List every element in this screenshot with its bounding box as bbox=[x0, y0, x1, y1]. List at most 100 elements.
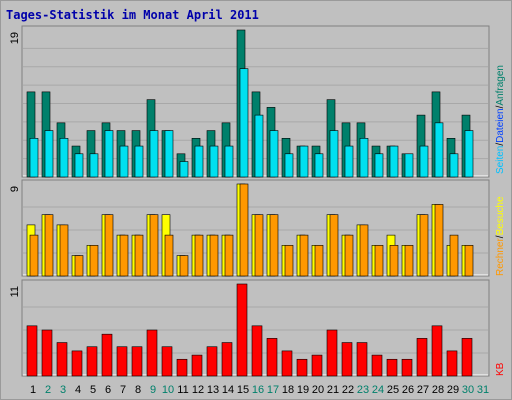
bar-kb bbox=[356, 342, 368, 377]
bar-kb bbox=[206, 346, 218, 377]
legend-top-part: Anfragen bbox=[495, 65, 506, 106]
bar-rechner bbox=[179, 255, 189, 277]
bar-kb bbox=[416, 338, 428, 377]
bar-kb bbox=[371, 354, 383, 377]
bar-kb bbox=[161, 346, 173, 377]
bar-dateien bbox=[209, 145, 219, 178]
bar-dateien bbox=[374, 153, 384, 178]
bar-kb bbox=[296, 358, 308, 377]
bar-dateien bbox=[149, 130, 159, 178]
bar-kb bbox=[446, 350, 458, 377]
bar-dateien bbox=[419, 145, 429, 178]
bar-dateien bbox=[89, 153, 99, 178]
bar-dateien bbox=[104, 130, 114, 178]
bar-rechner bbox=[134, 234, 144, 277]
bar-dateien bbox=[344, 145, 354, 178]
legend-top-part: Seiten bbox=[495, 146, 506, 174]
bar-dateien bbox=[134, 145, 144, 178]
bar-rechner bbox=[359, 224, 369, 277]
bar-rechner bbox=[119, 234, 129, 277]
bar-rechner bbox=[224, 234, 234, 277]
bar-rechner bbox=[149, 214, 159, 277]
day-label: 17 bbox=[267, 384, 279, 396]
bar-kb bbox=[221, 342, 233, 377]
y-max-label: 19 bbox=[9, 32, 21, 44]
day-label: 5 bbox=[90, 384, 96, 396]
bar-kb bbox=[101, 333, 113, 377]
day-label: 4 bbox=[75, 384, 81, 396]
bar-rechner bbox=[164, 234, 174, 277]
bar-dateien bbox=[284, 153, 294, 178]
bar-kb bbox=[131, 346, 143, 377]
bar-rechner bbox=[89, 245, 99, 277]
bar-kb bbox=[71, 350, 83, 377]
bar-rechner bbox=[284, 245, 294, 277]
legend-middle-part: Besuche bbox=[495, 196, 506, 235]
bar-rechner bbox=[449, 234, 459, 277]
legend-bottom: KB bbox=[495, 362, 506, 376]
bar-kb bbox=[251, 325, 263, 377]
bar-dateien bbox=[449, 153, 459, 178]
bar-kb bbox=[191, 354, 203, 377]
bar-dateien bbox=[29, 138, 39, 178]
bar-dateien bbox=[464, 130, 474, 178]
day-label: 23 bbox=[357, 384, 369, 396]
bar-rechner bbox=[254, 214, 264, 277]
bar-kb bbox=[386, 358, 398, 377]
legend-top: Seiten/Dateien/Anfragen bbox=[495, 65, 506, 174]
bar-kb bbox=[326, 329, 338, 377]
day-label: 30 bbox=[462, 384, 474, 396]
day-label: 16 bbox=[252, 384, 264, 396]
day-label: 25 bbox=[387, 384, 399, 396]
day-label: 31 bbox=[477, 384, 489, 396]
bar-dateien bbox=[74, 153, 84, 178]
day-label: 27 bbox=[417, 384, 429, 396]
y-max-label: 11 bbox=[9, 286, 21, 297]
day-label: 8 bbox=[135, 384, 141, 396]
bar-dateien bbox=[314, 153, 324, 178]
bar-rechner bbox=[389, 245, 399, 277]
bar-kb bbox=[56, 342, 68, 377]
bar-kb bbox=[281, 350, 293, 377]
bar-kb bbox=[86, 346, 98, 377]
bar-dateien bbox=[299, 145, 309, 178]
day-label: 29 bbox=[447, 384, 459, 396]
bar-rechner bbox=[464, 245, 474, 277]
bar-dateien bbox=[434, 122, 444, 178]
bar-kb bbox=[401, 358, 413, 377]
day-label: 24 bbox=[372, 384, 384, 396]
legend-middle-part: / bbox=[495, 235, 506, 238]
day-label: 20 bbox=[312, 384, 324, 396]
bar-rechner bbox=[269, 214, 279, 277]
bar-kb bbox=[266, 338, 278, 377]
bar-rechner bbox=[29, 234, 39, 277]
bar-dateien bbox=[224, 145, 234, 178]
bar-dateien bbox=[239, 68, 249, 178]
bar-rechner bbox=[404, 245, 414, 277]
bar-rechner bbox=[209, 234, 219, 277]
y-max-label: 9 bbox=[9, 186, 21, 192]
bar-rechner bbox=[59, 224, 69, 277]
bar-dateien bbox=[269, 130, 279, 178]
day-label: 22 bbox=[342, 384, 354, 396]
bar-rechner bbox=[194, 234, 204, 277]
bar-rechner bbox=[344, 234, 354, 277]
legend-top-part: / bbox=[495, 105, 506, 108]
day-label: 10 bbox=[162, 384, 174, 396]
day-label: 21 bbox=[327, 384, 339, 396]
bar-dateien bbox=[179, 161, 189, 178]
day-label: 6 bbox=[105, 384, 111, 396]
day-label: 14 bbox=[222, 384, 234, 396]
day-label: 28 bbox=[432, 384, 444, 396]
legend-bottom-part: KB bbox=[495, 362, 506, 376]
bar-kb bbox=[41, 329, 53, 377]
bar-rechner bbox=[239, 183, 249, 277]
legend-middle-part: Rechner bbox=[495, 238, 506, 276]
bar-rechner bbox=[374, 245, 384, 277]
day-label: 18 bbox=[282, 384, 294, 396]
day-label: 19 bbox=[297, 384, 309, 396]
bar-dateien bbox=[404, 153, 414, 178]
bar-kb bbox=[176, 358, 188, 377]
bar-rechner bbox=[44, 214, 54, 277]
